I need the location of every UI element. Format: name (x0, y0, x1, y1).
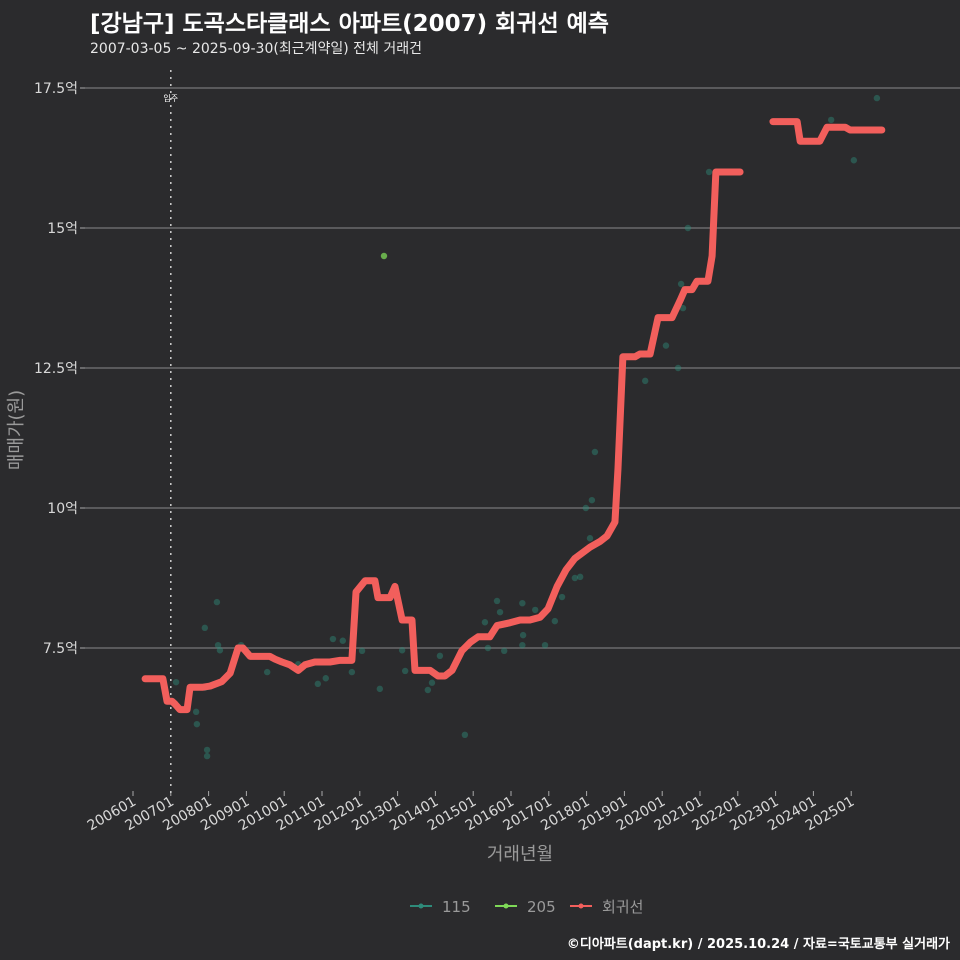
regression-line (769, 118, 886, 145)
legend-label-회귀선: 회귀선 (602, 898, 643, 916)
y-axis-label: 매매가(원) (6, 390, 27, 470)
move-in-label: 입주 (163, 94, 178, 103)
data-point-115 (192, 708, 200, 716)
y-tick-label: 17.5억 (34, 81, 78, 97)
legend-dot-205 (503, 903, 509, 909)
data-point-115 (705, 168, 713, 176)
data-point-115 (531, 606, 539, 614)
data-point-115 (424, 686, 432, 694)
legend-label-115: 115 (442, 898, 471, 916)
legend-label-205: 205 (527, 898, 556, 916)
data-point-115 (493, 597, 501, 605)
data-point-115 (484, 644, 492, 652)
data-point-115 (662, 342, 670, 349)
chart-title: [강남구] 도곡스타클래스 아파트(2007) 회귀선 예측 (90, 11, 609, 37)
data-point-115 (172, 678, 180, 686)
data-point-115 (213, 598, 221, 606)
data-point-115 (677, 280, 685, 288)
data-point-115 (519, 600, 526, 607)
data-point-205 (380, 252, 388, 260)
data-point-115 (576, 573, 584, 581)
data-point-115 (582, 504, 590, 512)
data-point-115 (358, 647, 366, 654)
data-point-115 (684, 224, 692, 232)
data-point-115 (201, 624, 209, 632)
data-point-115 (203, 752, 211, 760)
data-point-115 (591, 448, 599, 456)
data-point-115 (641, 377, 649, 385)
data-point-115 (519, 631, 527, 639)
y-tick-label: 10억 (47, 501, 78, 517)
legend: 115 205 회귀선 (410, 898, 643, 916)
data-point-115 (551, 617, 559, 625)
data-point-115 (541, 642, 549, 649)
data-point-115 (873, 94, 881, 102)
y-tick-label: 7.5억 (43, 641, 78, 657)
data-point-115 (401, 667, 409, 675)
data-point-115 (586, 535, 594, 542)
data-point-115 (322, 675, 329, 682)
data-point-115 (214, 642, 222, 649)
data-point-115 (329, 635, 337, 643)
data-point-115 (376, 685, 384, 693)
data-point-115 (314, 680, 322, 688)
data-point-115 (496, 608, 504, 616)
data-point-115 (588, 496, 596, 504)
data-point-115 (481, 619, 489, 626)
chart-subtitle: 2007-03-05 ~ 2025-09-30(최근계약일) 전체 거래건 (90, 41, 422, 57)
data-point-115 (519, 642, 526, 649)
data-point-115 (203, 746, 211, 754)
grid: 7.5억10억12.5억15억17.5억20060120070120080120… (34, 70, 960, 834)
y-tick-label: 12.5억 (34, 361, 78, 377)
data-point-115 (193, 720, 201, 728)
y-tick-label: 15억 (47, 221, 78, 237)
marks (141, 94, 886, 760)
data-point-115 (436, 652, 444, 660)
data-point-115 (398, 647, 406, 654)
data-point-115 (339, 637, 346, 644)
data-point-115 (428, 679, 436, 686)
x-axis-label: 거래년월 (487, 844, 553, 865)
data-point-115 (461, 731, 469, 738)
regression-line (141, 168, 744, 714)
data-point-115 (850, 157, 858, 164)
data-point-115 (827, 116, 835, 124)
data-point-115 (571, 574, 579, 582)
data-point-115 (348, 668, 356, 676)
data-point-115 (558, 593, 566, 601)
data-point-115 (674, 364, 682, 372)
data-point-115 (500, 647, 508, 654)
legend-dot-회귀선 (578, 903, 584, 909)
legend-dot-115 (418, 903, 424, 909)
data-point-115 (216, 647, 224, 654)
data-point-115 (679, 304, 687, 312)
data-point-115 (263, 668, 271, 676)
footer-credit: ©디아파트(dapt.kr) / 2025.10.24 / 자료=국토교통부 실… (566, 937, 950, 952)
